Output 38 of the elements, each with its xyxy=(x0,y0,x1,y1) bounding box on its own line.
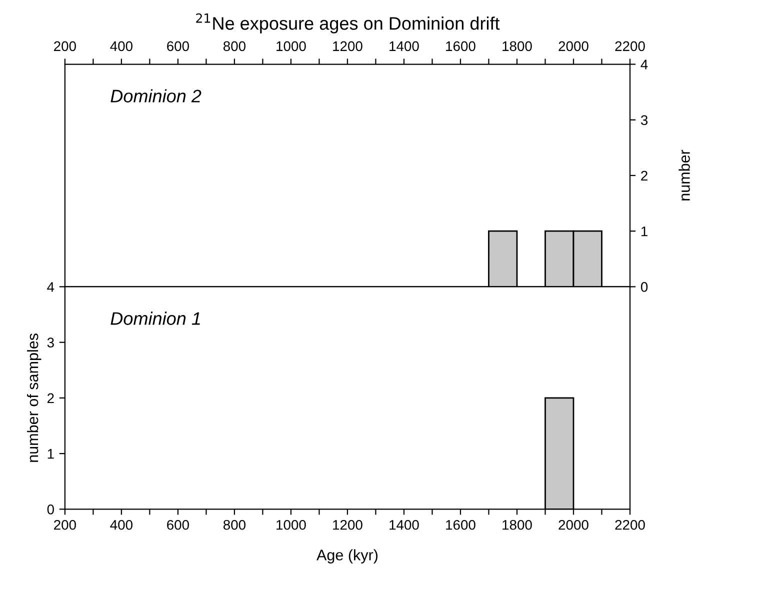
y-axis-title: number of samples xyxy=(26,334,42,462)
y-tick-label: 0 xyxy=(640,282,648,292)
chart-title: $^{21}$Ne exposure ages on Dominion drift xyxy=(196,13,500,34)
y-tick-label: 3 xyxy=(47,338,54,348)
y-tick-label: 2 xyxy=(47,393,54,403)
x-tick-label: 1600 xyxy=(446,520,476,530)
x-tick-label: 1800 xyxy=(502,41,532,52)
x-axis-title: Age (kyr) xyxy=(316,549,378,564)
x-tick-label: 1000 xyxy=(276,520,306,530)
x-tick-label: 2000 xyxy=(558,41,588,52)
y-tick-label: 3 xyxy=(640,115,648,126)
x-tick-label: 1800 xyxy=(502,520,532,530)
x-tick-label: 400 xyxy=(110,520,132,530)
x-tick-label: 1200 xyxy=(333,41,362,52)
x-tick-label: 400 xyxy=(110,41,132,52)
x-tick-label: 1000 xyxy=(276,41,306,52)
y-tick-label: 4 xyxy=(640,60,648,70)
y-tick-label: 0 xyxy=(47,504,54,514)
x-tick-label: 600 xyxy=(167,520,189,530)
x-tick-label: 600 xyxy=(167,41,189,52)
y-tick-label: 4 xyxy=(47,282,54,292)
x-tick-label: 2200 xyxy=(615,520,645,530)
x-tick-label: 1200 xyxy=(333,520,362,530)
annotation: Dominion 2 xyxy=(110,89,202,102)
annotation: Dominion 1 xyxy=(110,312,200,325)
x-tick-label: 2200 xyxy=(615,41,645,52)
x-tick-label: 1400 xyxy=(390,41,419,52)
y-tick-label: 2 xyxy=(641,170,648,181)
x-tick-label: 800 xyxy=(223,41,246,52)
x-tick-label: 800 xyxy=(223,520,246,530)
x-tick-label: 200 xyxy=(54,41,76,52)
x-tick-label: 1600 xyxy=(446,41,476,52)
y-tick-label: 1 xyxy=(48,449,54,459)
x-tick-label: 1400 xyxy=(390,520,419,530)
x-tick-label: 2000 xyxy=(558,520,588,530)
x-tick-label: 200 xyxy=(54,520,76,530)
y-axis-title: number xyxy=(678,150,690,200)
y-tick-label: 1 xyxy=(641,226,648,236)
